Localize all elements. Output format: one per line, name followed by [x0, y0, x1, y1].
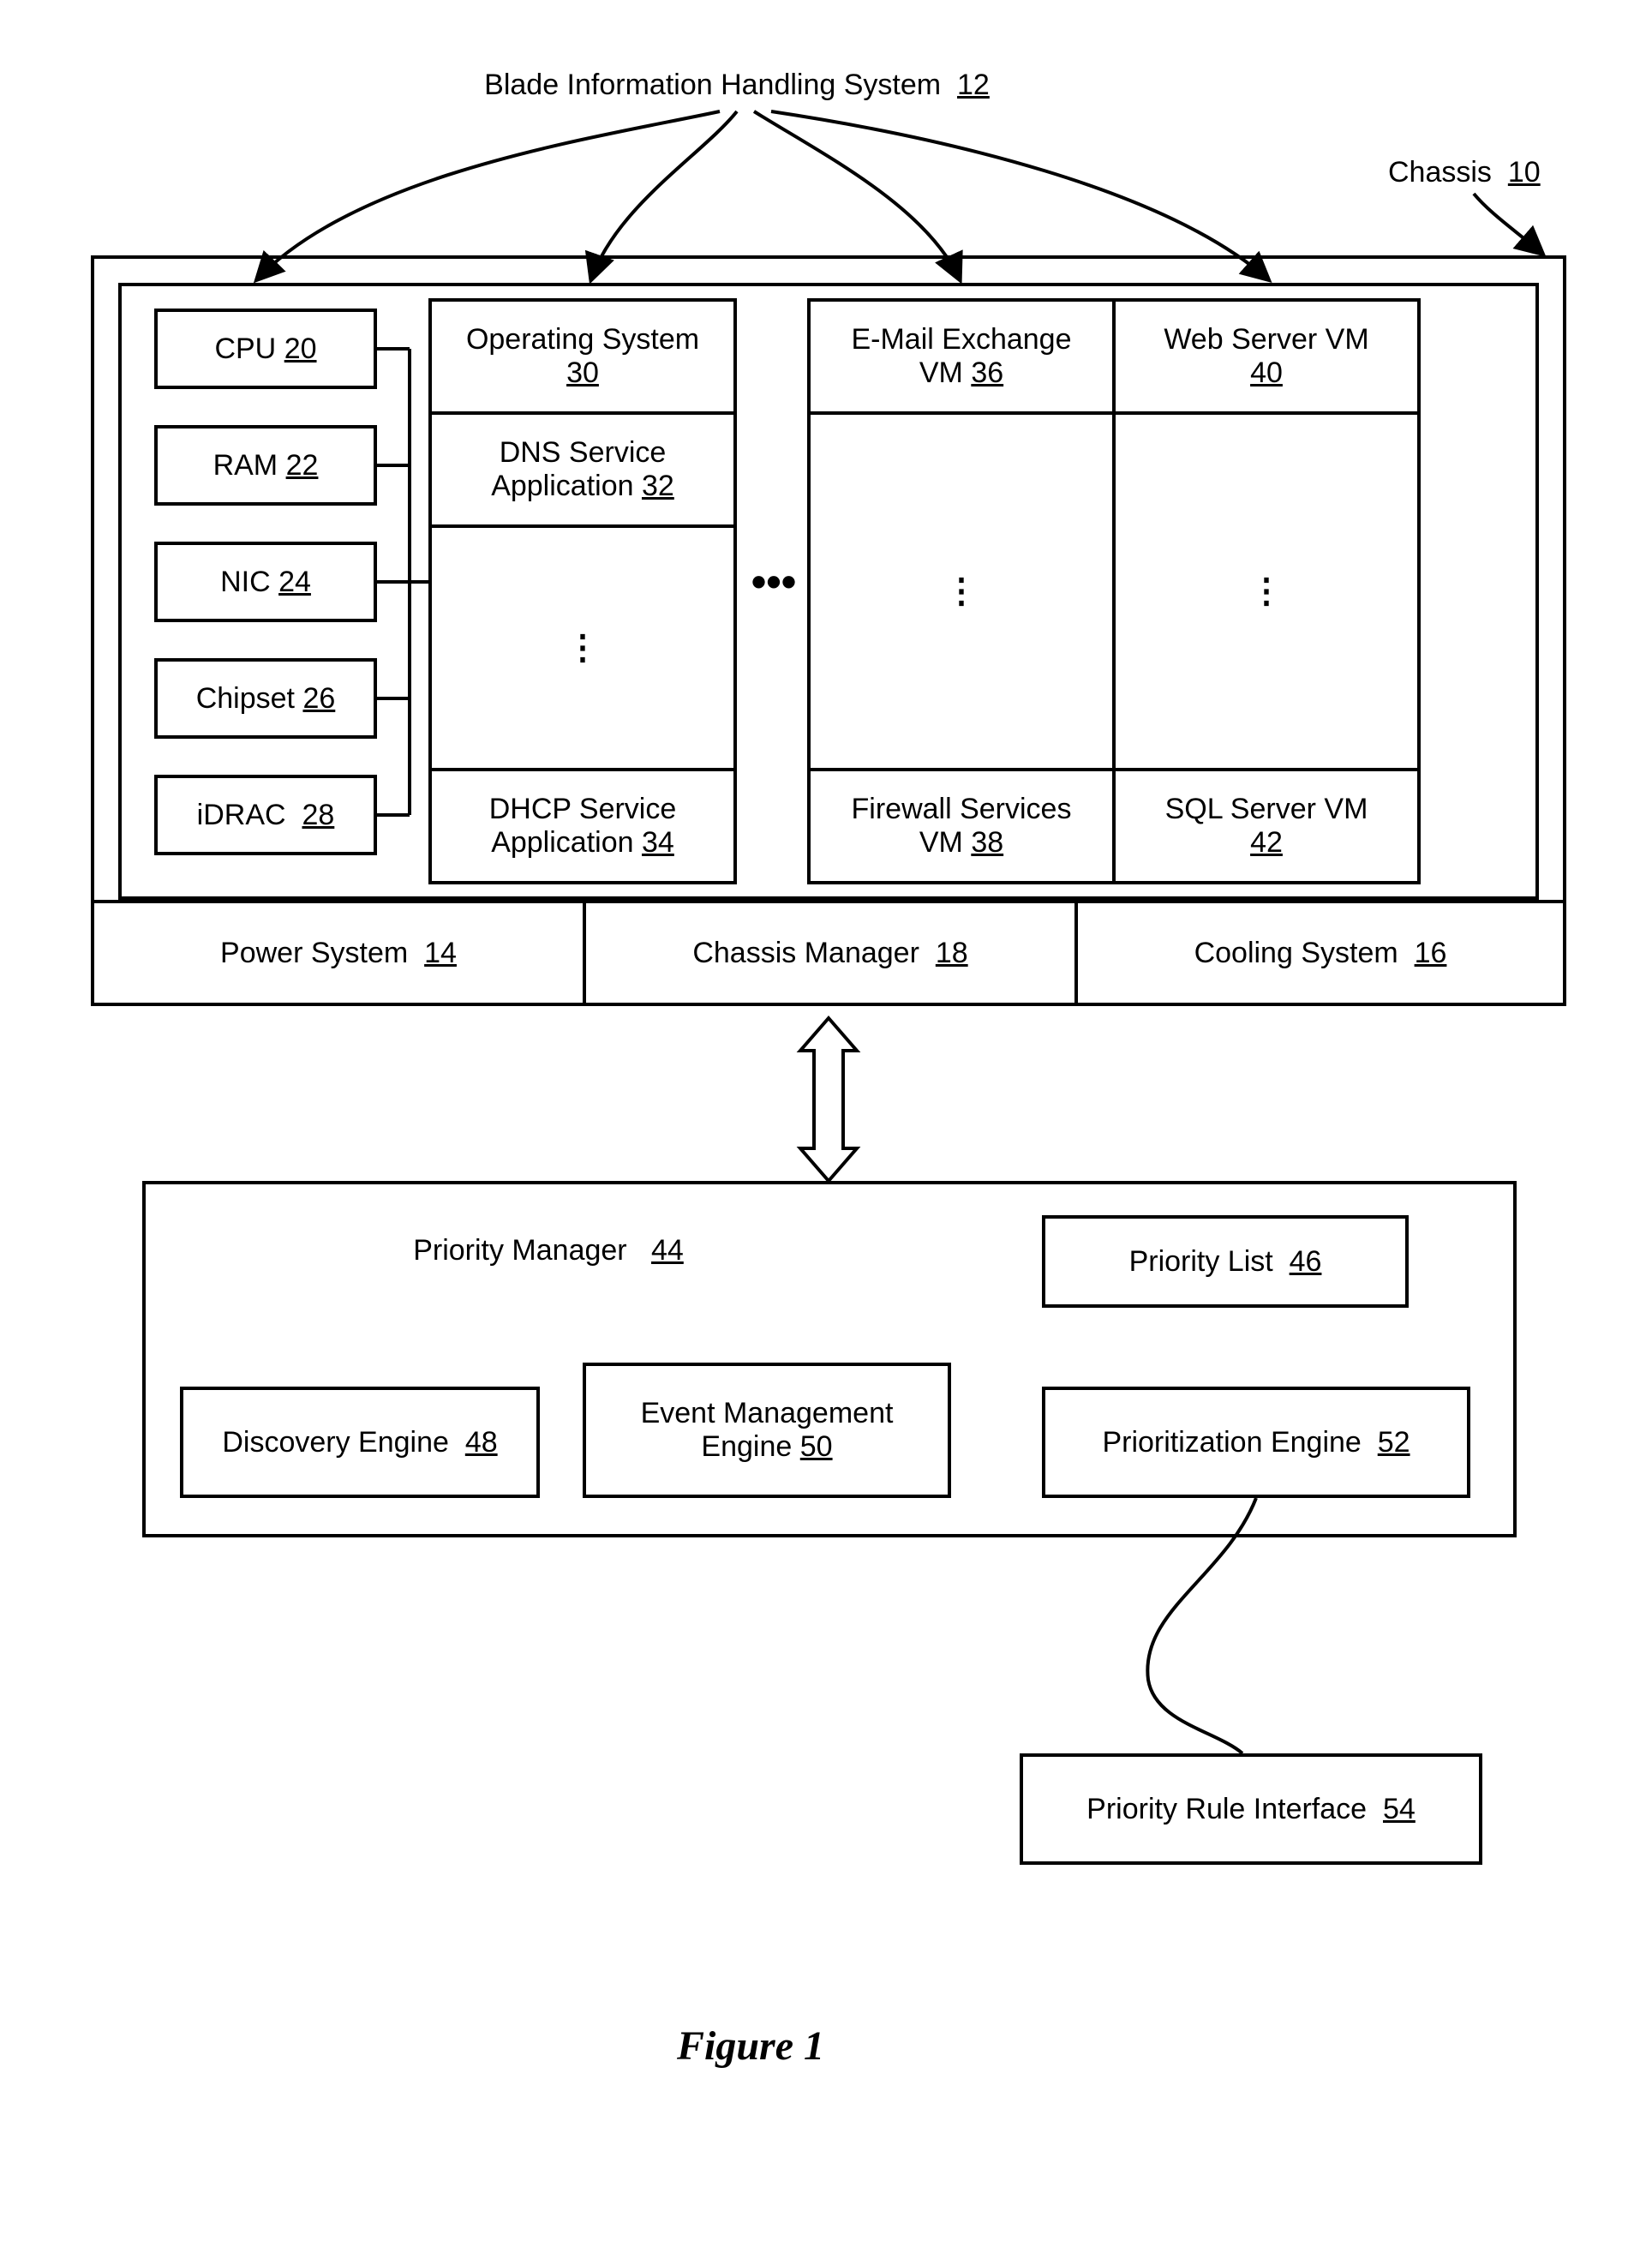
priority-rule-interface-box: Priority Rule Interface 54: [1020, 1753, 1482, 1865]
power-num: 14: [424, 937, 457, 970]
email-cell: E-Mail Exchange VM 36: [807, 298, 1116, 415]
chipset-num: 26: [302, 682, 335, 716]
ram-num: 22: [286, 449, 319, 482]
prio-text: Prioritization Engine: [1102, 1426, 1361, 1459]
event-num: 50: [800, 1430, 833, 1463]
priority-manager-label: Priority Manager 44: [368, 1234, 728, 1267]
web-text: Web Server VM: [1164, 323, 1368, 357]
pm-num: 44: [651, 1234, 684, 1267]
email-text-l1: E-Mail Exchange: [851, 323, 1071, 356]
nic-text: NIC: [220, 566, 271, 599]
rule-if-num: 54: [1383, 1793, 1416, 1826]
stack2-mid: ⋮: [807, 411, 1116, 771]
hdots-icon: •••: [744, 557, 804, 607]
power-text: Power System: [220, 937, 408, 970]
idrac-num: 28: [302, 799, 334, 832]
cooling-text: Cooling System: [1194, 937, 1398, 970]
stack2: E-Mail Exchange VM 36 ⋮ Firewall Service…: [807, 298, 1116, 884]
figure-label: Figure 1: [677, 2022, 824, 2070]
email-num: 36: [971, 357, 1003, 389]
dns-cell: DNS Service Application 32: [428, 411, 737, 528]
pm-text: Priority Manager: [413, 1234, 626, 1267]
sql-cell: SQL Server VM 42: [1112, 768, 1421, 884]
priority-list-box: Priority List 46: [1042, 1215, 1409, 1308]
prioritization-engine-box: Prioritization Engine 52: [1042, 1387, 1470, 1498]
chassis-text: Chassis: [1388, 156, 1492, 189]
cooling-system-cell: Cooling System 16: [1074, 900, 1566, 1006]
dhcp-text-l2: Application: [491, 826, 633, 859]
discovery-num: 48: [465, 1426, 498, 1459]
dhcp-text-l1: DHCP Service: [489, 793, 677, 825]
blade-system-label: Blade Information Handling System 12: [360, 69, 1114, 102]
vdots-icon: ⋮: [944, 583, 979, 600]
sql-text: SQL Server VM: [1165, 793, 1368, 826]
firewall-num: 38: [971, 826, 1003, 859]
vdots-icon: ⋮: [566, 639, 600, 656]
manager-num: 18: [936, 937, 968, 970]
cpu-box: CPU 20: [154, 309, 377, 389]
blade-text: Blade Information Handling System: [484, 69, 941, 101]
vdots-icon: ⋮: [1249, 583, 1284, 600]
dns-num: 32: [642, 470, 674, 502]
plist-num: 46: [1290, 1245, 1322, 1279]
discovery-text: Discovery Engine: [222, 1426, 449, 1459]
firewall-text-l2: VM: [919, 826, 963, 859]
dns-text-l2: Application: [491, 470, 633, 502]
event-engine-box: Event Management Engine 50: [583, 1363, 951, 1498]
cpu-text: CPU: [214, 333, 276, 366]
manager-text: Chassis Manager: [692, 937, 919, 970]
blade-num: 12: [957, 69, 990, 101]
double-arrow-icon: [800, 1018, 857, 1181]
rule-if-text: Priority Rule Interface: [1086, 1793, 1367, 1826]
discovery-engine-box: Discovery Engine 48: [180, 1387, 540, 1498]
chipset-box: Chipset 26: [154, 658, 377, 739]
dns-text-l1: DNS Service: [500, 436, 667, 469]
power-system-cell: Power System 14: [91, 900, 586, 1006]
dhcp-cell: DHCP Service Application 34: [428, 768, 737, 884]
figure-label-text: Figure 1: [677, 2023, 824, 2069]
web-num: 40: [1250, 357, 1283, 390]
ram-text: RAM: [213, 449, 278, 482]
os-cell: Operating System 30: [428, 298, 737, 415]
firewall-text-l1: Firewall Services: [852, 793, 1072, 825]
idrac-text: iDRAC: [197, 799, 286, 832]
os-text: Operating System: [466, 323, 699, 357]
nic-box: NIC 24: [154, 542, 377, 622]
stack1: Operating System 30 DNS Service Applicat…: [428, 298, 737, 884]
event-text-l2: Engine: [701, 1430, 792, 1463]
stack3: Web Server VM 40 ⋮ SQL Server VM 42: [1112, 298, 1421, 884]
diagram-canvas: Blade Information Handling System 12 Cha…: [0, 0, 1652, 2241]
chipset-text: Chipset: [196, 682, 295, 716]
sql-num: 42: [1250, 826, 1283, 860]
email-text-l2: VM: [919, 357, 963, 389]
ram-box: RAM 22: [154, 425, 377, 506]
prio-num: 52: [1378, 1426, 1410, 1459]
firewall-cell: Firewall Services VM 38: [807, 768, 1116, 884]
os-num: 30: [566, 357, 599, 390]
stack1-mid: ⋮: [428, 524, 737, 771]
stack3-mid: ⋮: [1112, 411, 1421, 771]
cooling-num: 16: [1415, 937, 1447, 970]
chassis-label: Chassis 10: [1388, 156, 1611, 189]
dhcp-num: 34: [642, 826, 674, 859]
web-cell: Web Server VM 40: [1112, 298, 1421, 415]
cpu-num: 20: [284, 333, 317, 366]
idrac-box: iDRAC 28: [154, 775, 377, 855]
chassis-num: 10: [1508, 156, 1541, 189]
nic-num: 24: [278, 566, 311, 599]
chassis-manager-cell: Chassis Manager 18: [583, 900, 1078, 1006]
event-text-l1: Event Management: [641, 1397, 894, 1429]
plist-text: Priority List: [1129, 1245, 1273, 1279]
